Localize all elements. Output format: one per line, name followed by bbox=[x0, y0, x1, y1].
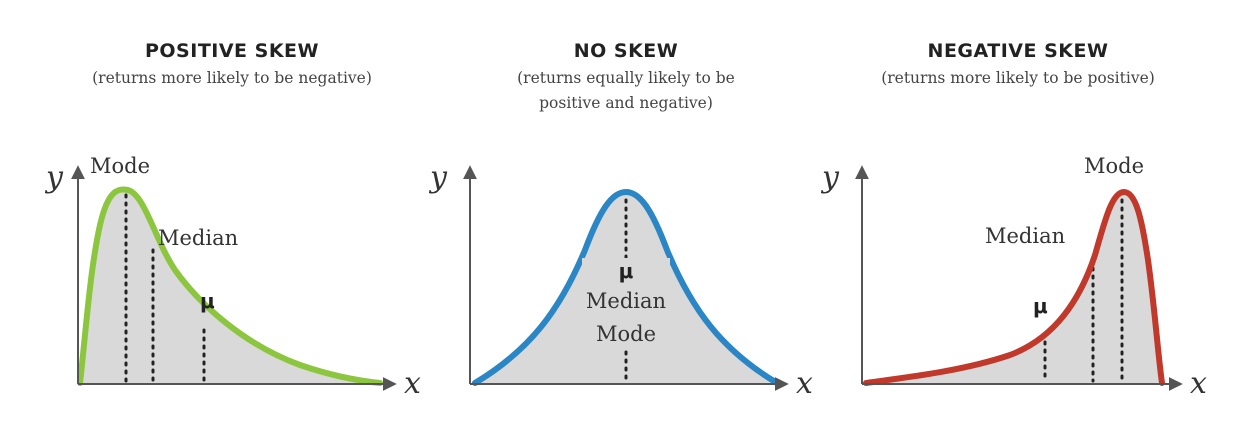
panel-positive-skew: POSITIVE SKEW (returns more likely to be… bbox=[44, 40, 421, 401]
panel-title: NO SKEW bbox=[574, 40, 679, 62]
mode-label: Mode bbox=[1084, 154, 1144, 178]
mode-label: Mode bbox=[596, 322, 656, 346]
mean-label: μ bbox=[1033, 294, 1048, 318]
panel-subtitle-line-1: (returns more likely to be positive) bbox=[881, 69, 1155, 87]
panel-subtitle-line-1: (returns equally likely to be bbox=[517, 69, 735, 87]
panel-subtitle-line-2: positive and negative) bbox=[539, 94, 713, 112]
x-axis-label: x bbox=[796, 366, 813, 401]
label-backdrop bbox=[582, 258, 670, 348]
curve bbox=[472, 188, 780, 386]
panel-subtitle-line-1: (returns more likely to be negative) bbox=[92, 69, 372, 87]
x-axis-label: x bbox=[404, 366, 421, 401]
median-label: Median bbox=[158, 226, 238, 250]
panel-title: POSITIVE SKEW bbox=[145, 40, 319, 62]
median-label: Median bbox=[586, 289, 666, 313]
mean-label: μ bbox=[200, 289, 215, 313]
y-axis-label: y bbox=[44, 160, 64, 195]
mode-label: Mode bbox=[90, 154, 150, 178]
y-axis-label: y bbox=[428, 160, 448, 195]
y-axis-label: y bbox=[820, 160, 840, 195]
mean-label: μ bbox=[619, 259, 634, 283]
panel-no-skew: NO SKEW (returns equally likely to be po… bbox=[428, 40, 813, 401]
panel-title: NEGATIVE SKEW bbox=[928, 40, 1109, 62]
x-axis-label: x bbox=[1190, 366, 1207, 401]
panel-negative-skew: NEGATIVE SKEW (returns more likely to be… bbox=[820, 40, 1207, 401]
curve bbox=[77, 186, 383, 386]
median-label: Median bbox=[985, 224, 1065, 248]
area-under-curve bbox=[866, 192, 1162, 383]
curve bbox=[863, 188, 1165, 386]
